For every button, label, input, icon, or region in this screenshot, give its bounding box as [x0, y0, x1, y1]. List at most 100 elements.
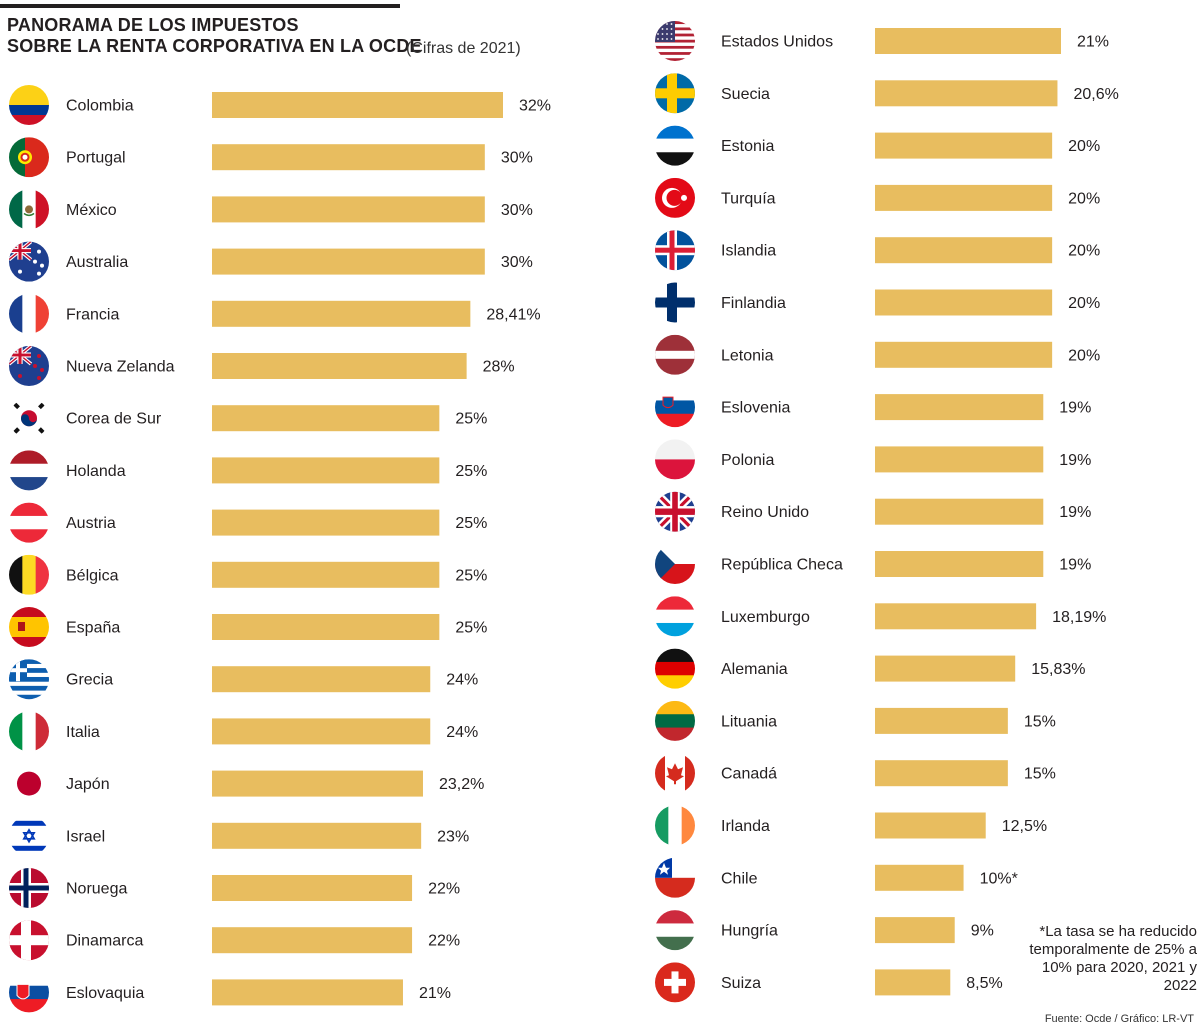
value-label-col1-row17: 22% — [428, 933, 460, 950]
title-rule — [0, 4, 400, 8]
bar-col2-row6 — [875, 289, 1053, 316]
bar-col1-row9 — [212, 509, 440, 536]
value-label-col2-row10: 19% — [1059, 504, 1091, 521]
value-label-col1-row8: 25% — [455, 463, 487, 480]
south-korea-flag-icon — [9, 398, 49, 439]
bar-col2-row19 — [875, 969, 951, 996]
category-label-col1-row14: Japón — [66, 776, 110, 793]
bar-col1-row16 — [212, 875, 413, 901]
value-label-col2-row13: 15,83% — [1031, 661, 1085, 678]
value-label-col1-row10: 25% — [455, 567, 487, 584]
ireland-flag-icon — [655, 805, 695, 846]
value-label-col2-row16: 12,5% — [1002, 818, 1047, 835]
bar-col1-row3 — [212, 196, 485, 223]
bar-col1-row7 — [212, 405, 440, 432]
bar-col2-row9 — [875, 446, 1044, 473]
norway-flag-icon — [9, 868, 49, 908]
mexico-flag-icon — [9, 189, 49, 230]
bar-col1-row15 — [212, 822, 422, 849]
category-label-col1-row12: Grecia — [66, 672, 113, 689]
australia-flag-icon — [9, 241, 49, 282]
value-label-col2-row14: 15% — [1024, 713, 1056, 730]
category-label-col2-row1: Estados Unidos — [721, 34, 833, 51]
iceland-flag-icon — [655, 230, 695, 271]
category-label-col1-row8: Holanda — [66, 463, 126, 480]
japan-flag-icon — [9, 763, 49, 804]
italy-flag-icon — [9, 711, 49, 752]
finland-flag-icon — [655, 282, 695, 323]
bar-col2-row11 — [875, 551, 1044, 577]
source-credit: Fuente: Ocde / Gráfico: LR-VT — [1044, 1013, 1194, 1025]
category-label-col2-row9: Polonia — [721, 452, 774, 469]
slovakia-flag-icon — [9, 972, 49, 1013]
latvia-flag-icon — [655, 334, 695, 375]
value-label-col1-row9: 25% — [455, 515, 487, 532]
bar-col1-row1 — [212, 92, 503, 118]
category-label-col1-row10: Bélgica — [66, 567, 119, 584]
value-label-col1-row7: 25% — [455, 411, 487, 428]
value-label-col2-row11: 19% — [1059, 557, 1091, 574]
category-label-col2-row16: Irlanda — [721, 818, 770, 835]
bar-col1-row12 — [212, 666, 431, 693]
estonia-flag-icon — [655, 125, 695, 166]
value-label-col1-row11: 25% — [455, 620, 487, 637]
colombia-flag-icon — [9, 85, 49, 125]
category-label-col2-row8: Eslovenia — [721, 400, 790, 417]
bar-col1-row5 — [212, 300, 471, 327]
value-label-col1-row6: 28% — [483, 359, 515, 376]
bar-col1-row11 — [212, 614, 440, 640]
bar-col2-row10 — [875, 498, 1044, 525]
category-label-col2-row17: Chile — [721, 870, 758, 887]
france-flag-icon — [9, 293, 49, 334]
chile-flag-icon — [655, 857, 695, 898]
category-label-col1-row3: México — [66, 202, 117, 219]
category-label-col2-row4: Turquía — [721, 190, 776, 207]
category-label-col2-row7: Letonia — [721, 347, 774, 364]
value-label-col2-row6: 20% — [1068, 295, 1100, 312]
bar-col2-row2 — [875, 80, 1058, 107]
bar-col1-row14 — [212, 770, 423, 797]
poland-flag-icon — [655, 439, 695, 480]
category-label-col1-row17: Dinamarca — [66, 933, 143, 950]
category-label-col2-row15: Canadá — [721, 766, 777, 783]
greece-flag-icon — [9, 659, 49, 700]
austria-flag-icon — [9, 502, 49, 543]
category-label-col1-row7: Corea de Sur — [66, 411, 162, 428]
category-label-col1-row1: Colombia — [66, 98, 134, 115]
value-label-col2-row3: 20% — [1068, 138, 1100, 155]
bar-col1-row6 — [212, 353, 467, 379]
value-label-col2-row5: 20% — [1068, 243, 1100, 260]
bar-col2-row5 — [875, 237, 1053, 264]
bar-col1-row4 — [212, 248, 485, 275]
sweden-flag-icon — [655, 73, 695, 114]
value-label-col2-row9: 19% — [1059, 452, 1091, 469]
category-label-col2-row6: Finlandia — [721, 295, 786, 312]
slovenia-flag-icon — [655, 387, 695, 428]
value-label-col1-row3: 30% — [501, 202, 533, 219]
chart-title: PANORAMA DE LOS IMPUESTOS SOBRE LA RENTA… — [7, 15, 422, 57]
bar-col2-row3 — [875, 132, 1053, 159]
value-label-col2-row12: 18,19% — [1052, 609, 1106, 626]
hungary-flag-icon — [655, 910, 695, 951]
uk-flag-icon — [655, 491, 695, 532]
bar-col2-row15 — [875, 760, 1008, 787]
chart-subtitle: (Cifras de 2021) — [406, 40, 521, 57]
value-label-col2-row19: 8,5% — [966, 975, 1002, 992]
category-label-col2-row10: Reino Unido — [721, 504, 809, 521]
luxembourg-flag-icon — [655, 596, 695, 637]
value-label-col1-row14: 23,2% — [439, 776, 484, 793]
category-label-col2-row18: Hungría — [721, 923, 778, 940]
value-label-col2-row18: 9% — [971, 923, 994, 940]
bar-col2-row13 — [875, 655, 1016, 682]
category-label-col2-row3: Estonia — [721, 138, 774, 155]
category-label-col2-row14: Lituania — [721, 713, 777, 730]
value-label-col2-row8: 19% — [1059, 400, 1091, 417]
category-label-col1-row9: Austria — [66, 515, 116, 532]
title-line-2: SOBRE LA RENTA CORPORATIVA EN LA OCDE — [7, 36, 422, 56]
value-label-col2-row17: 10%* — [980, 870, 1018, 887]
value-label-col1-row1: 32% — [519, 98, 551, 115]
bar-col1-row13 — [212, 718, 431, 745]
bar-col2-row16 — [875, 812, 986, 839]
category-label-col2-row12: Luxemburgo — [721, 609, 810, 626]
